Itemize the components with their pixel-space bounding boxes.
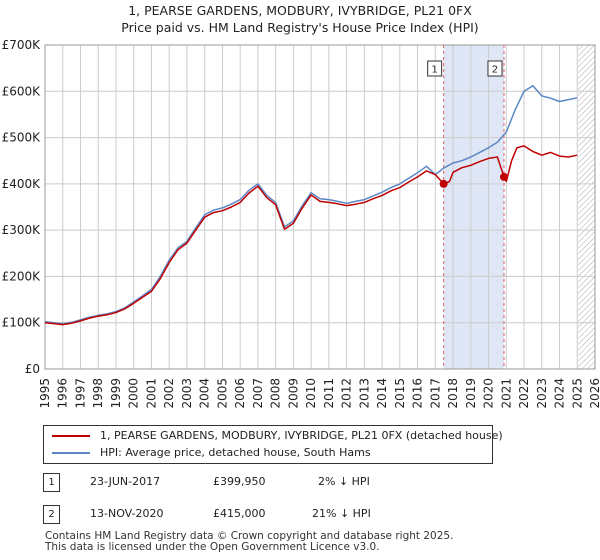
- x-tick-label: 2008: [269, 378, 283, 409]
- x-tick-label: 2001: [144, 378, 158, 409]
- shaded-period: [443, 45, 504, 369]
- x-tick-label: 2015: [393, 378, 407, 409]
- transaction-row: 1 23-JUN-2017 £399,950 2% ↓ HPI: [0, 471, 600, 493]
- transaction-label-box: [427, 60, 443, 77]
- transaction-label: 1: [431, 65, 437, 76]
- y-tick-label: £100K: [2, 316, 42, 330]
- y-tick-label: £400K: [2, 177, 42, 191]
- transaction-hpi-diff: 2% ↓ HPI: [318, 475, 370, 488]
- x-tick-label: 1998: [91, 378, 105, 409]
- y-tick-label: £300K: [2, 223, 42, 237]
- x-tick-label: 2024: [553, 378, 567, 409]
- title-line-2: Price paid vs. HM Land Registry's House …: [121, 20, 479, 35]
- series-line-hpi: [44, 84, 578, 325]
- x-tick-label: 2000: [127, 378, 141, 409]
- transaction-number-badge: 1: [43, 473, 60, 492]
- x-tick-label: 2023: [535, 378, 549, 409]
- plot-frame: [44, 44, 596, 370]
- x-tick-label: 2025: [570, 378, 584, 409]
- x-tick-label: 2021: [499, 378, 513, 409]
- legend-label-property: 1, PEARSE GARDENS, MODBURY, IVYBRIDGE, P…: [100, 429, 503, 442]
- x-tick-label: 2016: [411, 378, 425, 409]
- x-tick-label: 1999: [109, 378, 123, 409]
- legend-swatch-hpi: [52, 452, 90, 454]
- x-tick-label: 2017: [428, 378, 442, 409]
- x-tick-label: 2012: [340, 378, 354, 409]
- legend: 1, PEARSE GARDENS, MODBURY, IVYBRIDGE, P…: [43, 425, 503, 464]
- x-tick-label: 2022: [517, 378, 531, 409]
- x-tick-label: 2007: [251, 378, 265, 409]
- x-tick-label: 1996: [56, 378, 70, 409]
- y-tick-label: £700K: [2, 38, 42, 52]
- transaction-hpi-diff: 21% ↓ HPI: [312, 507, 371, 520]
- transaction-price: £415,000: [213, 507, 266, 520]
- legend-label-hpi: HPI: Average price, detached house, Sout…: [100, 446, 371, 459]
- footer: Contains HM Land Registry data © Crown c…: [45, 531, 453, 553]
- x-tick-label: 1995: [38, 378, 52, 409]
- transaction-row: 2 13-NOV-2020 £415,000 21% ↓ HPI: [0, 503, 600, 525]
- title-line-1: 1, PEARSE GARDENS, MODBURY, IVYBRIDGE, P…: [128, 3, 472, 18]
- x-tick-label: 2004: [198, 378, 212, 409]
- legend-swatch-property: [52, 435, 90, 437]
- y-tick-label: £500K: [2, 131, 42, 145]
- chart-title: 1, PEARSE GARDENS, MODBURY, IVYBRIDGE, P…: [0, 2, 600, 36]
- y-tick-label: £600K: [2, 84, 42, 98]
- x-tick-label: 2019: [464, 378, 478, 409]
- transaction-date: 13-NOV-2020: [90, 507, 164, 520]
- x-tick-label: 2018: [446, 378, 460, 409]
- forecast-hatch: [578, 45, 595, 369]
- x-tick-label: 2009: [286, 378, 300, 409]
- y-tick-label: £200K: [2, 269, 42, 283]
- transaction-point: [499, 172, 508, 181]
- transaction-price: £399,950: [213, 475, 266, 488]
- transaction-number-badge: 2: [43, 505, 60, 524]
- x-tick-label: 2026: [588, 378, 600, 409]
- chart-area: £0 £100K £200K £300K £400K £500K £600K £700K 199…: [2, 38, 600, 409]
- transaction-date: 23-JUN-2017: [90, 475, 161, 488]
- footer-line-2: This data is licensed under the Open Gov…: [45, 541, 380, 553]
- transaction-label-box: [487, 60, 503, 77]
- transaction-point: [439, 179, 448, 188]
- footer-line-1: Contains HM Land Registry data © Crown c…: [45, 530, 454, 542]
- y-tick-label: £0: [25, 362, 40, 376]
- x-tick-label: 2020: [482, 378, 496, 409]
- x-tick-label: 2003: [180, 378, 194, 409]
- transaction-label: 2: [492, 65, 498, 76]
- x-tick-label: 2006: [233, 378, 247, 409]
- x-tick-label: 2014: [375, 378, 389, 409]
- x-tick-label: 2013: [357, 378, 371, 409]
- x-tick-label: 1997: [73, 378, 87, 409]
- x-tick-label: 2005: [215, 378, 229, 409]
- x-tick-label: 2002: [162, 378, 176, 409]
- x-tick-label: 2010: [304, 378, 318, 409]
- x-tick-label: 2011: [322, 378, 336, 409]
- series-line-property: [44, 145, 578, 326]
